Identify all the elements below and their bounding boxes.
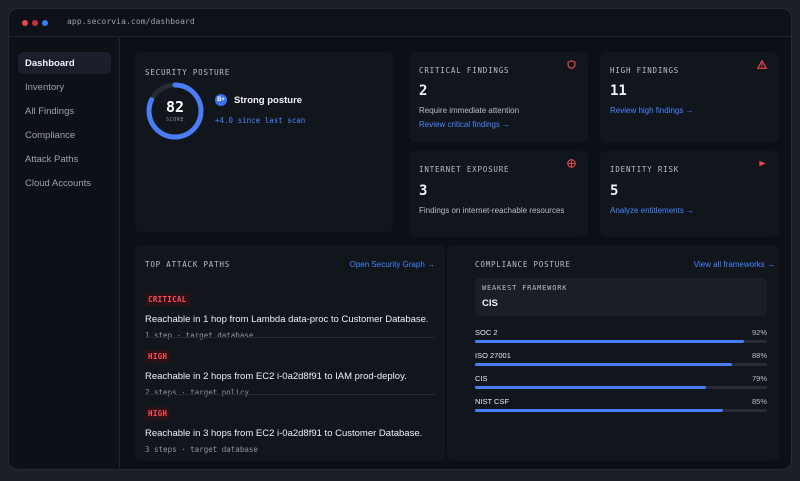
attack-path-item[interactable]: HIGH Reachable in 2 hops from EC2 i-0a2d… <box>145 346 435 397</box>
attack-path-meta: 2 steps · target policy <box>145 388 249 397</box>
globe-icon <box>567 159 576 170</box>
internet-exposure-label: Internet Exposure <box>419 165 510 174</box>
framework-row[interactable]: ISO 27001 88% <box>475 351 767 366</box>
framework-progress-fill <box>475 409 724 412</box>
grade-badge: B+ <box>215 94 227 106</box>
sidebar-item-all-findings[interactable]: All Findings <box>25 105 75 117</box>
framework-percent: 85% <box>751 397 767 406</box>
security-posture-card: Security Posture 82 SCORE B+ Strong post… <box>135 52 393 232</box>
framework-progress-track <box>475 340 767 343</box>
framework-row[interactable]: SOC 2 92% <box>475 328 767 343</box>
critical-findings-subtitle: Require immediate attention <box>419 106 520 115</box>
severity-badge: HIGH <box>145 407 171 420</box>
identity-risk-card[interactable]: Identity Risk 5 Analyze entitlements → <box>600 151 779 237</box>
sidebar-item-dashboard[interactable]: Dashboard <box>18 52 111 74</box>
framework-name: SOC 2 <box>475 328 498 337</box>
posture-status: Strong posture <box>234 95 303 106</box>
review-critical-findings-link[interactable]: Review critical findings → <box>419 120 511 129</box>
framework-row[interactable]: NIST CSF 85% <box>475 397 767 412</box>
framework-name: CIS <box>475 374 488 383</box>
warning-triangle-icon <box>756 59 768 71</box>
high-findings-count: 11 <box>610 83 627 99</box>
framework-row[interactable]: CIS 79% <box>475 374 767 389</box>
sidebar-item-cloud-accounts[interactable]: Cloud Accounts <box>25 177 92 189</box>
compliance-posture-card: Compliance Posture View all frameworks →… <box>447 245 779 461</box>
high-findings-card[interactable]: High Findings 11 Review high findings → <box>600 52 779 142</box>
internet-exposure-card[interactable]: Internet Exposure 3 Findings on internet… <box>409 151 588 237</box>
attack-path-item[interactable]: HIGH Reachable in 3 hops from EC2 i-0a2d… <box>145 403 435 454</box>
sidebar-item-compliance[interactable]: Compliance <box>25 129 76 141</box>
framework-progress-track <box>475 409 767 412</box>
sidebar-item-inventory[interactable]: Inventory <box>25 81 65 93</box>
critical-findings-card[interactable]: Critical Findings 2 Require immediate at… <box>409 52 588 142</box>
identity-risk-label: Identity Risk <box>610 165 680 174</box>
score-value: 82 <box>165 98 185 116</box>
attack-path-title: Reachable in 1 hop from Lambda data-proc… <box>145 314 429 325</box>
framework-progress-fill <box>475 363 732 366</box>
close-window-dot[interactable] <box>22 20 28 26</box>
framework-progress-track <box>475 363 767 366</box>
score-ring: 82 SCORE <box>145 81 205 141</box>
critical-findings-count: 2 <box>419 83 428 99</box>
severity-badge: HIGH <box>145 350 171 363</box>
weakest-framework-box: Weakest Framework CIS <box>475 278 767 316</box>
framework-name: NIST CSF <box>475 397 510 406</box>
minimize-window-dot[interactable] <box>32 20 38 26</box>
analyze-entitlements-link[interactable]: Analyze entitlements → <box>610 206 695 215</box>
attack-path-meta: 3 steps · target database <box>145 445 258 454</box>
framework-percent: 92% <box>751 328 767 337</box>
review-high-findings-link[interactable]: Review high findings → <box>610 106 694 115</box>
compliance-posture-label: Compliance Posture <box>475 260 571 269</box>
score-ring-chart <box>146 82 204 140</box>
attack-path-item[interactable]: CRITICAL Reachable in 1 hop from Lambda … <box>145 289 435 340</box>
weakest-framework-value: CIS <box>482 298 498 309</box>
view-all-frameworks-link[interactable]: View all frameworks → <box>693 260 775 269</box>
weakest-framework-label: Weakest Framework <box>482 284 568 292</box>
identity-risk-count: 5 <box>610 183 619 199</box>
critical-findings-label: Critical Findings <box>419 66 510 75</box>
maximize-window-dot[interactable] <box>42 20 48 26</box>
internet-exposure-subtitle: Findings on internet-reachable resources <box>419 206 565 215</box>
attack-path-meta: 1 step · target database <box>145 331 254 340</box>
attack-path-title: Reachable in 3 hops from EC2 i-0a2d8f91 … <box>145 428 423 439</box>
flag-icon <box>758 159 767 170</box>
sidebar-item-attack-paths[interactable]: Attack Paths <box>25 153 79 165</box>
title-bar: app.secorvia.com/dashboard <box>9 9 791 37</box>
framework-progress-track <box>475 386 767 389</box>
framework-name: ISO 27001 <box>475 351 511 360</box>
address-url: app.secorvia.com/dashboard <box>67 17 195 26</box>
internet-exposure-count: 3 <box>419 183 428 199</box>
divider <box>145 394 435 395</box>
divider <box>145 337 435 338</box>
open-security-graph-link[interactable]: Open Security Graph → <box>349 260 435 269</box>
top-attack-paths-card: Top Attack Paths Open Security Graph → C… <box>135 245 445 461</box>
severity-badge: CRITICAL <box>145 293 190 306</box>
high-findings-label: High Findings <box>610 66 680 75</box>
attack-path-title: Reachable in 2 hops from EC2 i-0a2d8f91 … <box>145 371 407 382</box>
shield-alert-icon <box>567 60 576 71</box>
security-posture-label: Security Posture <box>145 68 231 77</box>
top-attack-paths-label: Top Attack Paths <box>145 260 231 269</box>
framework-progress-fill <box>475 340 744 343</box>
posture-delta: +4.0 since last scan <box>215 116 306 125</box>
sidebar: Dashboard Inventory All Findings Complia… <box>9 38 120 469</box>
app-window: app.secorvia.com/dashboard Dashboard Inv… <box>8 8 792 470</box>
framework-percent: 88% <box>751 351 767 360</box>
framework-percent: 79% <box>751 374 767 383</box>
score-label: SCORE <box>165 117 185 123</box>
framework-progress-fill <box>475 386 706 389</box>
